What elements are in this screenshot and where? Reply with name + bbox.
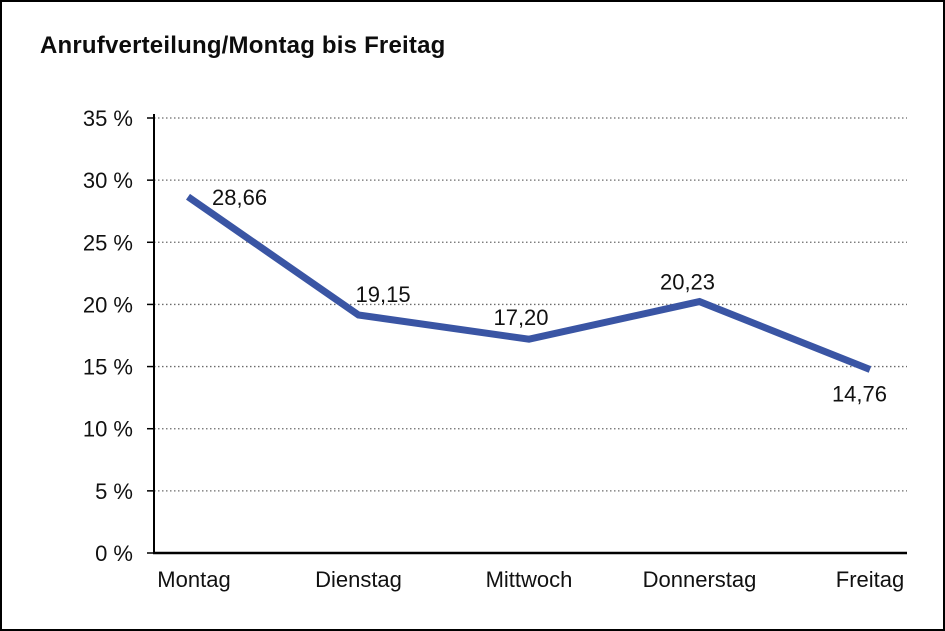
- data-label: 14,76: [832, 382, 887, 407]
- data-label: 19,15: [356, 282, 411, 307]
- y-tick-label: 15 %: [83, 355, 133, 380]
- x-category-label: Montag: [157, 567, 230, 592]
- x-category-label: Dienstag: [315, 567, 402, 592]
- x-category-label: Mittwoch: [486, 567, 573, 592]
- data-label: 17,20: [493, 305, 548, 330]
- series-line: [186, 193, 872, 373]
- y-tick-label: 30 %: [83, 168, 133, 193]
- y-tick-label: 35 %: [83, 106, 133, 131]
- x-category-label: Freitag: [836, 567, 904, 592]
- y-tick-label: 20 %: [83, 292, 133, 317]
- data-label: 20,23: [660, 270, 715, 295]
- y-tick-label: 5 %: [95, 479, 133, 504]
- x-category-label: Donnerstag: [643, 567, 757, 592]
- chart-title: Anrufverteilung/Montag bis Freitag: [40, 32, 446, 59]
- y-tick-label: 10 %: [83, 417, 133, 442]
- y-tick-label: 0 %: [95, 541, 133, 566]
- y-tick-label: 25 %: [83, 230, 133, 255]
- data-label: 28,66: [212, 185, 267, 210]
